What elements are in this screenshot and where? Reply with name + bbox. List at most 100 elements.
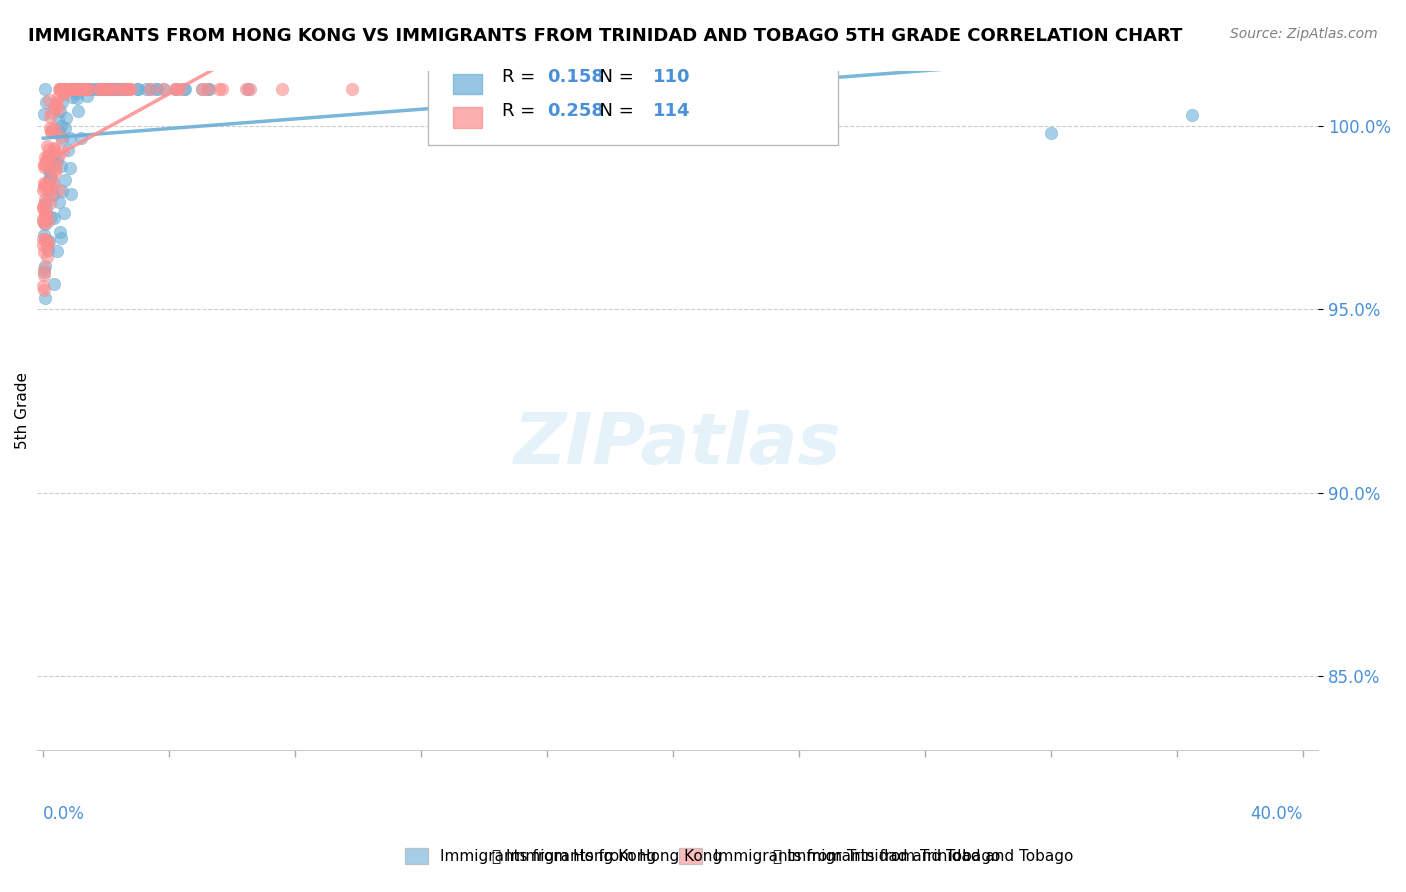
Point [38,187,60,202]
Point [66,91,89,105]
Point [112,82,135,96]
Point [239,82,262,96]
Point [77,82,100,96]
Point [59,186,82,201]
Point [34,291,56,305]
Point [42,149,65,163]
Text: 40.0%: 40.0% [1250,805,1302,822]
Point [46,150,69,164]
Text: 110: 110 [654,69,690,87]
Point [73,82,96,96]
Point [35,95,58,109]
Text: N =: N = [588,103,640,120]
Point [42,211,65,226]
Point [152,82,174,96]
Point [90,82,112,96]
Point [58,161,80,175]
Point [32,201,55,215]
Point [59,82,82,96]
Point [32,197,55,211]
Point [52,87,75,101]
Point [44,122,66,136]
Point [39,162,62,177]
Point [76,82,98,96]
Point [90,82,112,96]
Point [49,82,72,96]
Point [165,82,187,96]
Point [39,105,62,120]
Point [49,103,72,118]
Point [235,82,257,96]
Point [37,149,59,163]
Point [35,194,58,209]
FancyBboxPatch shape [427,50,838,145]
Point [145,82,167,96]
Point [34,179,56,194]
Point [39,123,62,137]
Point [65,82,87,96]
Point [34,158,56,172]
Point [94,82,117,96]
Point [39,182,62,196]
Point [1181,108,1204,122]
Point [38,155,60,169]
Point [110,82,132,96]
Point [42,277,65,292]
Point [55,82,77,96]
Point [48,82,70,96]
Point [191,82,214,96]
Point [34,150,56,164]
Point [75,82,97,96]
Point [44,161,66,176]
Point [32,262,55,277]
Point [35,241,58,255]
Point [197,82,219,96]
Point [173,82,195,96]
Point [138,82,160,96]
Point [110,82,132,96]
Point [34,192,56,206]
Point [118,82,141,96]
Point [65,82,87,96]
Point [117,82,139,96]
Point [55,111,77,125]
Point [59,131,82,145]
Point [53,121,76,136]
Point [32,183,55,197]
Point [34,205,56,219]
Point [34,232,56,246]
Point [37,243,59,257]
Point [56,143,79,157]
Point [120,82,142,96]
Point [63,82,86,96]
Point [103,82,125,96]
Point [32,213,55,227]
Point [67,82,90,96]
Point [55,173,77,187]
Point [66,82,89,96]
Point [32,268,55,282]
Point [135,82,157,96]
Point [34,259,56,273]
Point [83,82,105,96]
Point [70,82,93,96]
Point [42,188,65,202]
Point [51,184,73,198]
Point [127,82,149,96]
Point [39,153,62,167]
Point [35,139,58,153]
FancyBboxPatch shape [453,73,482,95]
Text: Source: ZipAtlas.com: Source: ZipAtlas.com [1230,27,1378,41]
Point [35,201,58,215]
Point [32,200,55,214]
Text: ⬜ Immigrants from Hong Kong: ⬜ Immigrants from Hong Kong [492,849,723,863]
Point [46,153,69,167]
Point [103,82,125,96]
Point [32,107,55,121]
Text: R =: R = [502,69,541,87]
Point [34,177,56,191]
Point [76,89,98,103]
Point [51,82,73,96]
Point [114,82,136,96]
Point [70,82,93,96]
